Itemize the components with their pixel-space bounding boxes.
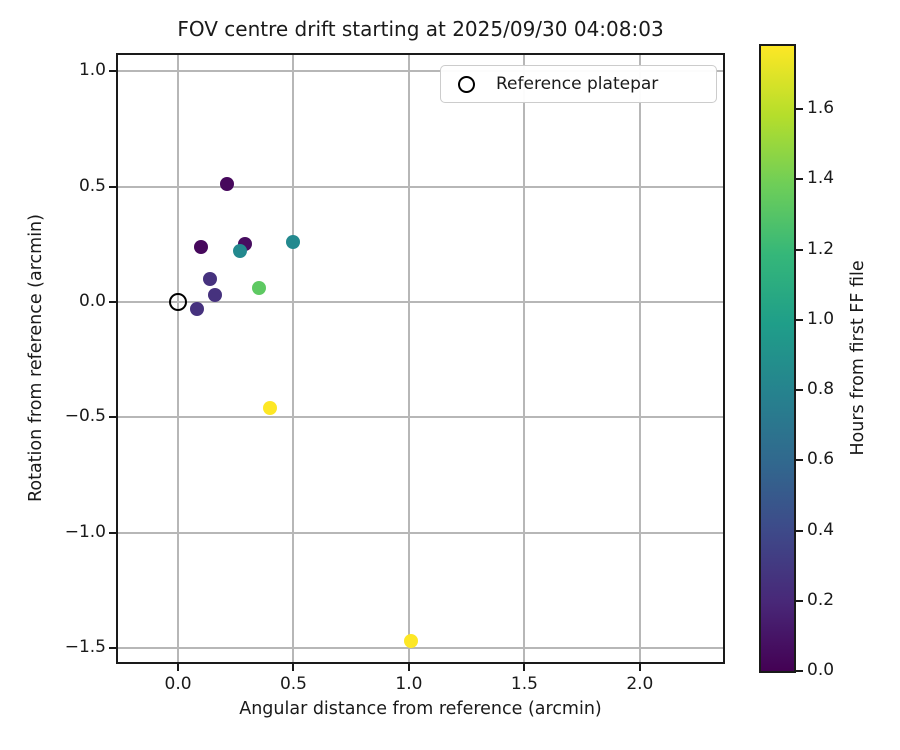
y-gridline — [118, 300, 723, 303]
y-tick — [109, 300, 116, 303]
x-tick-label: 2.0 — [626, 674, 654, 694]
colorbar-tick-label: 0.2 — [807, 589, 835, 610]
x-gridline — [292, 55, 295, 662]
colorbar-tick-label: 1.6 — [807, 98, 835, 119]
colorbar-tick — [796, 459, 803, 462]
x-gridline — [638, 55, 641, 662]
x-tick — [407, 664, 410, 671]
axes-spines — [116, 53, 725, 664]
y-tick — [109, 531, 116, 534]
x-tick-label: 0.5 — [279, 674, 308, 694]
y-tick — [109, 647, 116, 650]
open-circle-icon — [458, 75, 475, 93]
colorbar-tick — [796, 178, 803, 181]
reference-marker — [169, 292, 188, 311]
scatter-point — [233, 244, 248, 259]
colorbar-tick-label: 0.6 — [807, 449, 835, 470]
y-axis-label: Rotation from reference (arcmin) — [26, 214, 46, 502]
x-axis-label: Angular distance from reference (arcmin) — [239, 699, 602, 719]
x-gridline — [523, 55, 526, 662]
scatter-point — [203, 271, 218, 286]
colorbar-tick-label: 0.0 — [807, 660, 835, 680]
colorbar-tick-label: 0.4 — [807, 519, 835, 540]
scatter-point — [263, 401, 278, 416]
x-tick — [523, 664, 526, 671]
scatter-point — [189, 301, 204, 316]
y-tick — [109, 185, 116, 188]
colorbar-label: Hours from first FF file — [848, 260, 868, 456]
scatter-point — [404, 634, 419, 649]
x-tick — [638, 664, 641, 671]
y-tick-label: −1.0 — [64, 521, 106, 542]
colorbar-tick — [796, 318, 803, 321]
y-tick — [109, 416, 116, 419]
y-tick-label: 1.0 — [78, 60, 106, 81]
x-gridline — [407, 55, 410, 662]
y-gridline — [118, 185, 723, 188]
y-tick-label: −0.5 — [64, 406, 106, 427]
x-tick-label: 0.0 — [164, 674, 192, 694]
colorbar-tick-label: 1.4 — [807, 168, 835, 189]
colorbar-tick — [796, 529, 803, 532]
scatter-point — [251, 281, 266, 296]
y-gridline — [118, 647, 723, 650]
y-gridline — [118, 416, 723, 419]
colorbar-tick-label: 1.2 — [807, 238, 835, 259]
y-tick-label: 0.5 — [78, 175, 106, 196]
x-tick-label: 1.5 — [510, 674, 538, 694]
y-tick-label: −1.5 — [64, 637, 106, 658]
x-gridline — [177, 55, 180, 662]
y-gridline — [118, 531, 723, 534]
scatter-point — [194, 239, 209, 254]
y-gridline — [118, 70, 723, 73]
legend-label: Reference platepar — [496, 74, 659, 94]
colorbar-tick — [796, 599, 803, 602]
colorbar-tick-label: 0.8 — [807, 379, 835, 400]
x-tick-label: 1.0 — [395, 674, 423, 694]
scatter-point — [219, 177, 234, 192]
scatter-point — [207, 288, 222, 303]
x-tick — [177, 664, 180, 671]
y-tick-label: 0.0 — [78, 290, 106, 311]
plot-title: FOV centre drift starting at 2025/09/30 … — [177, 17, 664, 41]
colorbar-tick — [796, 670, 803, 672]
colorbar-tick — [796, 108, 803, 111]
colorbar-tick — [796, 389, 803, 392]
y-tick — [109, 70, 116, 73]
scatter-point — [286, 234, 301, 249]
legend: Reference platepar — [440, 65, 717, 103]
colorbar-tick-label: 1.0 — [807, 308, 835, 329]
x-tick — [292, 664, 295, 671]
colorbar — [759, 44, 796, 673]
colorbar-tick — [796, 248, 803, 251]
